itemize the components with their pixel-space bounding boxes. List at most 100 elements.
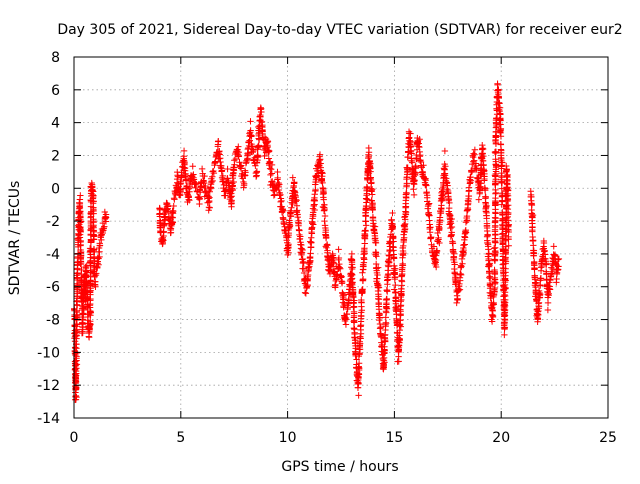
data-point bbox=[311, 194, 318, 202]
data-point bbox=[279, 205, 287, 213]
data-point bbox=[436, 239, 443, 247]
data-point bbox=[424, 192, 431, 199]
data-point bbox=[400, 222, 408, 229]
data-point bbox=[306, 238, 314, 245]
data-point bbox=[289, 174, 296, 181]
data-point bbox=[461, 241, 468, 248]
data-point bbox=[551, 251, 559, 258]
data-point bbox=[534, 316, 542, 323]
data-point bbox=[76, 199, 84, 207]
data-point bbox=[544, 306, 552, 314]
data-point bbox=[287, 207, 295, 214]
data-point bbox=[492, 181, 499, 188]
data-point bbox=[501, 278, 509, 286]
data-point bbox=[299, 246, 306, 254]
data-point bbox=[344, 305, 351, 313]
data-point bbox=[491, 256, 498, 263]
data-point bbox=[324, 242, 331, 249]
data-point bbox=[89, 188, 97, 195]
data-point bbox=[497, 133, 505, 140]
data-point bbox=[180, 147, 188, 155]
data-point bbox=[529, 237, 537, 244]
data-point bbox=[531, 258, 538, 266]
data-point bbox=[267, 166, 275, 173]
data-point bbox=[247, 131, 254, 139]
data-point bbox=[416, 136, 423, 143]
data-point bbox=[368, 186, 376, 193]
data-point bbox=[398, 291, 405, 298]
y-tick-label: -2 bbox=[46, 214, 60, 230]
data-point bbox=[79, 329, 86, 337]
data-point bbox=[320, 196, 327, 203]
data-point bbox=[553, 279, 560, 286]
data-point bbox=[545, 292, 552, 299]
data-point bbox=[405, 134, 413, 141]
data-markers bbox=[71, 80, 563, 403]
data-point bbox=[421, 175, 429, 183]
data-point bbox=[90, 198, 97, 205]
data-point bbox=[401, 225, 409, 233]
data-point bbox=[286, 222, 294, 230]
data-point bbox=[382, 314, 389, 321]
chart-title: Day 305 of 2021, Sidereal Day-to-day VTE… bbox=[57, 22, 622, 38]
data-point bbox=[355, 392, 362, 399]
data-point bbox=[322, 234, 330, 242]
data-point bbox=[186, 188, 193, 195]
data-point bbox=[85, 333, 93, 340]
data-point bbox=[335, 246, 342, 253]
data-point bbox=[169, 209, 176, 216]
data-point bbox=[527, 188, 534, 195]
data-point bbox=[472, 160, 480, 167]
data-point bbox=[235, 153, 242, 160]
data-point bbox=[171, 196, 178, 203]
data-point bbox=[190, 176, 198, 183]
data-point bbox=[240, 180, 248, 187]
data-point bbox=[402, 203, 410, 210]
data-point bbox=[80, 306, 88, 314]
x-tick-label: 5 bbox=[176, 430, 185, 446]
data-point bbox=[386, 258, 393, 266]
data-point bbox=[449, 239, 457, 247]
data-point bbox=[206, 188, 214, 195]
data-point bbox=[499, 211, 506, 218]
data-point bbox=[277, 191, 284, 198]
data-point bbox=[242, 169, 249, 176]
data-point bbox=[492, 136, 499, 144]
data-point bbox=[320, 207, 328, 214]
data-point bbox=[198, 165, 206, 173]
grid-lines bbox=[74, 57, 608, 418]
data-point bbox=[492, 189, 500, 197]
x-tick-label: 10 bbox=[279, 430, 297, 446]
data-point bbox=[201, 172, 208, 180]
y-tick-label: -14 bbox=[37, 411, 60, 427]
data-point bbox=[445, 204, 453, 212]
data-point bbox=[312, 187, 319, 195]
data-point bbox=[439, 196, 446, 203]
data-point bbox=[484, 239, 491, 247]
data-point bbox=[419, 168, 426, 175]
data-point bbox=[345, 297, 352, 305]
data-point bbox=[438, 202, 445, 209]
data-point bbox=[280, 207, 287, 214]
data-point bbox=[83, 284, 91, 291]
data-point bbox=[156, 204, 163, 212]
data-point bbox=[308, 234, 315, 241]
data-point bbox=[248, 132, 255, 139]
data-point bbox=[304, 281, 311, 289]
data-point bbox=[412, 163, 419, 171]
data-point bbox=[332, 284, 339, 291]
data-point bbox=[160, 221, 168, 228]
data-point bbox=[367, 160, 374, 167]
data-point bbox=[206, 194, 213, 201]
data-point bbox=[377, 332, 385, 340]
data-point bbox=[445, 189, 452, 196]
data-point bbox=[356, 341, 364, 349]
data-point bbox=[436, 218, 443, 226]
data-point bbox=[536, 292, 544, 299]
data-point bbox=[358, 299, 365, 306]
data-point bbox=[90, 235, 97, 243]
data-point bbox=[348, 257, 356, 264]
data-point bbox=[451, 270, 458, 277]
data-point bbox=[237, 165, 245, 172]
data-point bbox=[537, 281, 544, 289]
